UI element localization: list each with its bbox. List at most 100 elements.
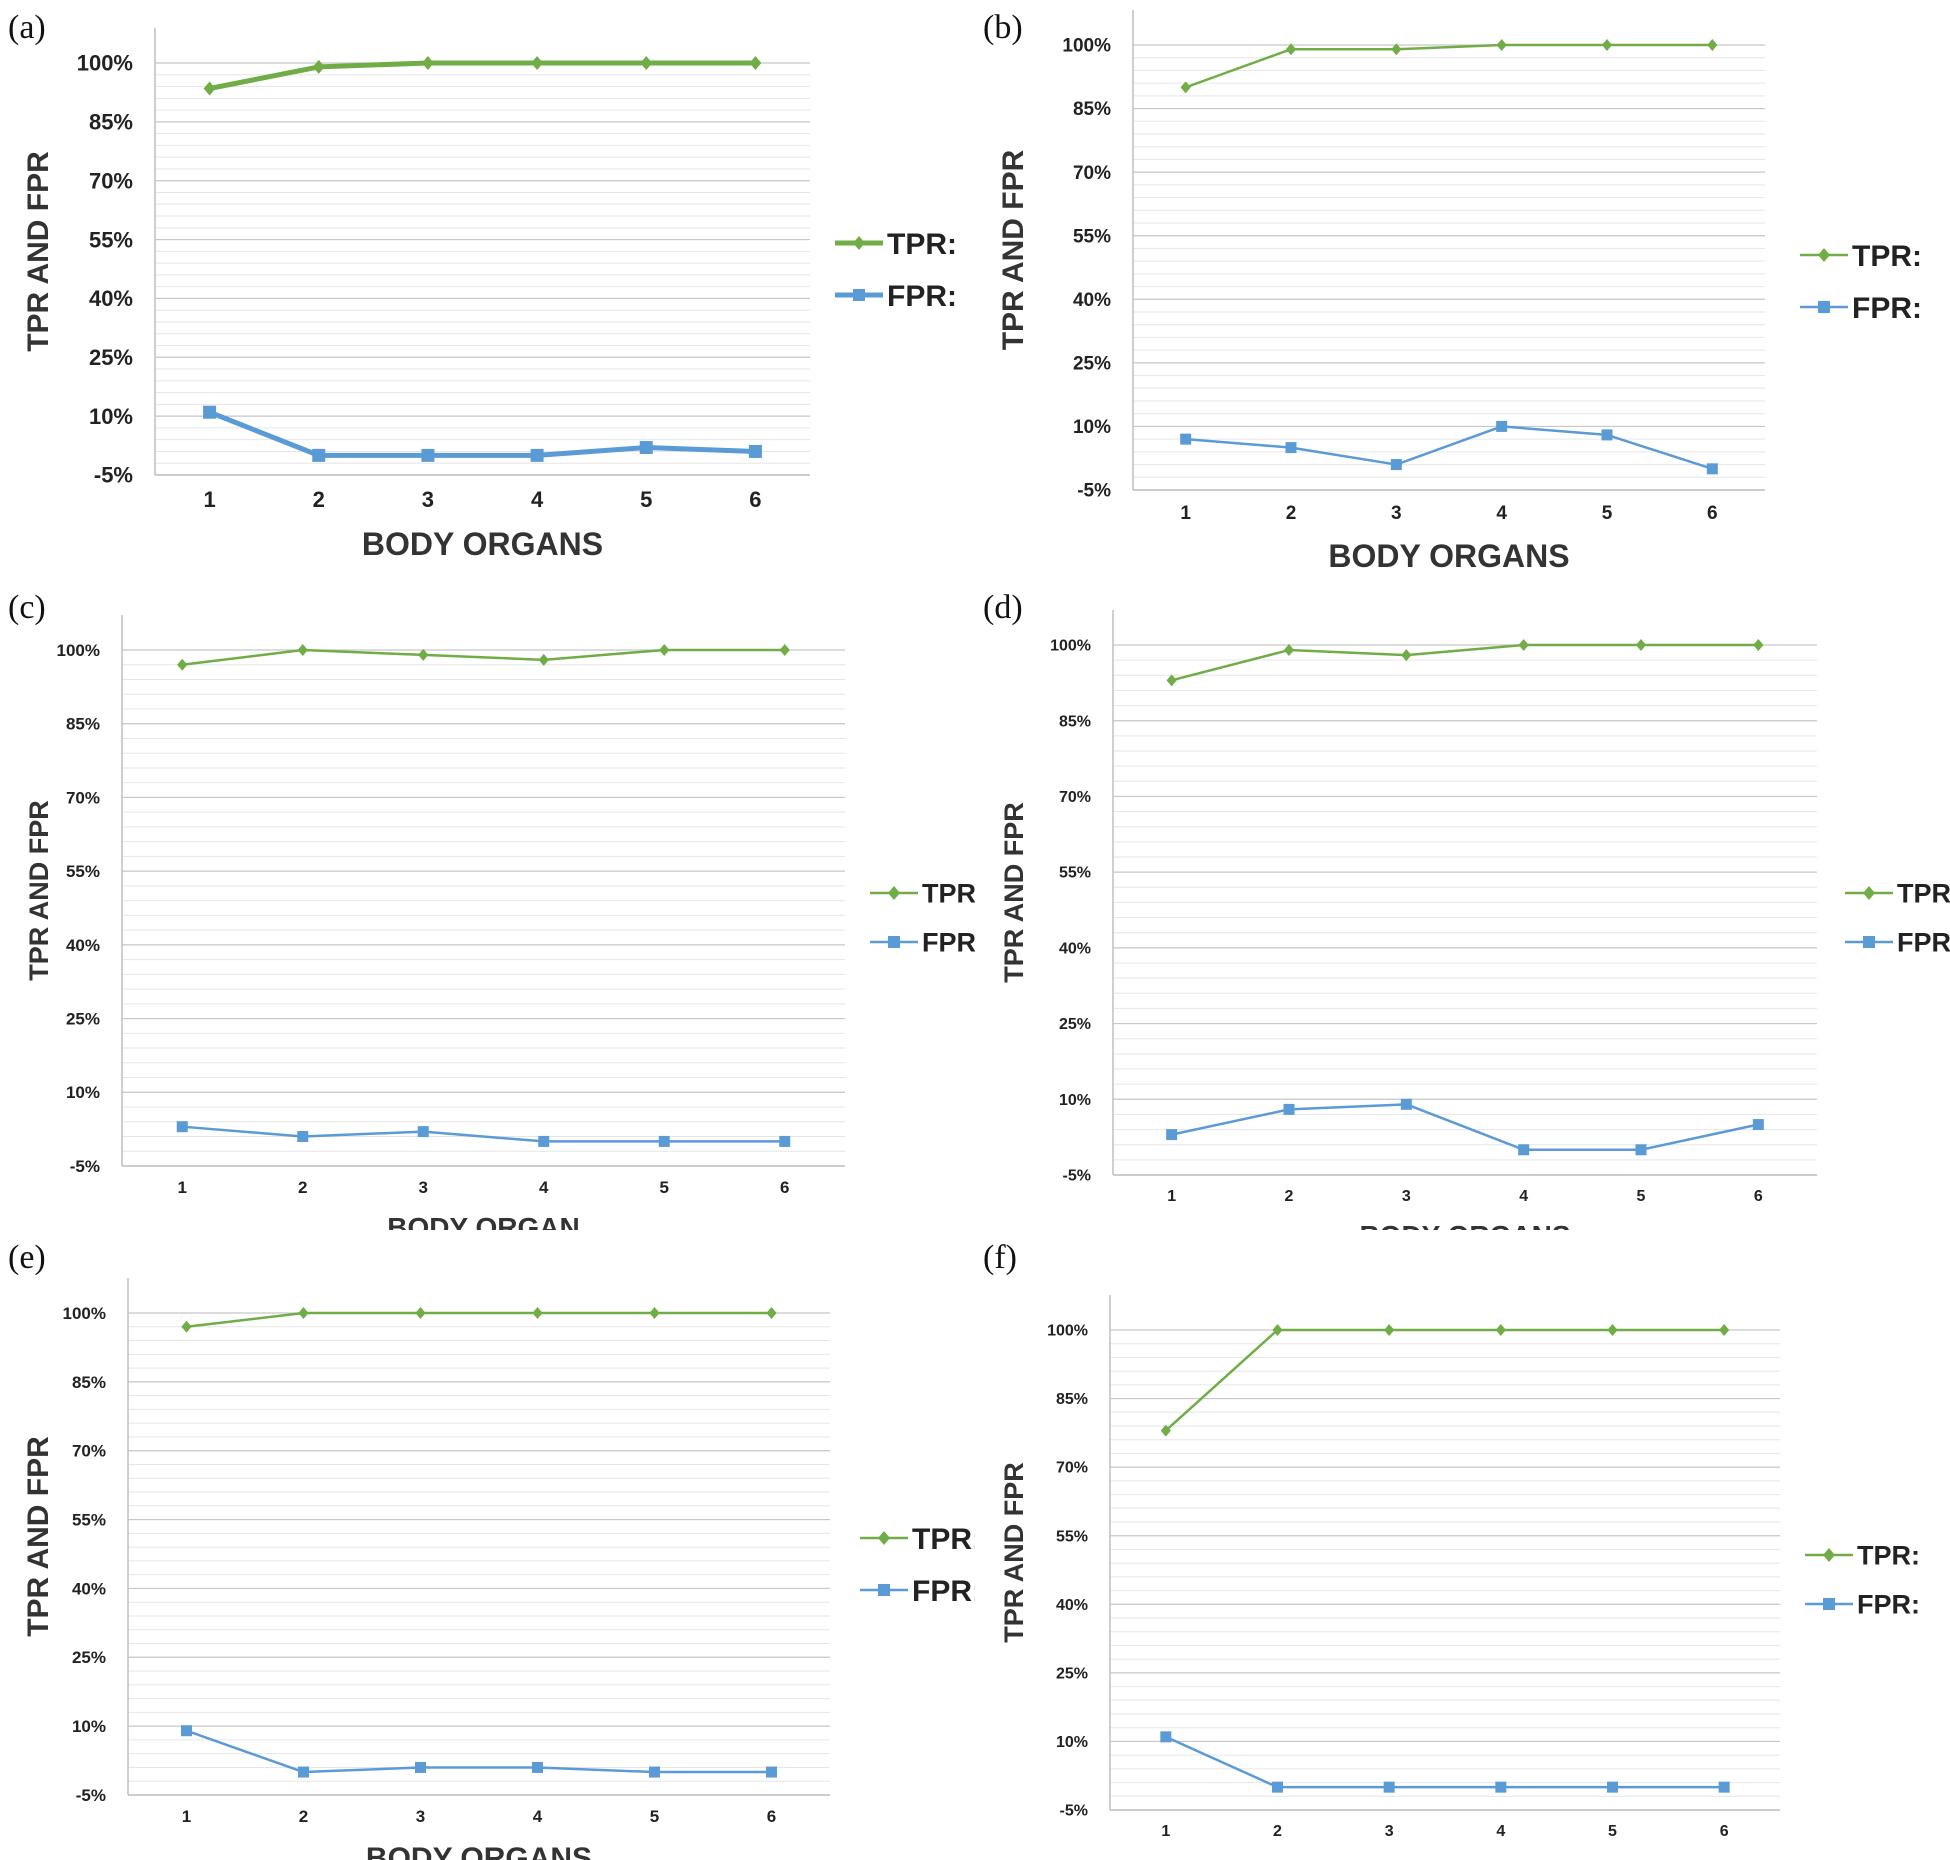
tpr-point [1384, 1324, 1395, 1336]
y-tick-label: 70% [1056, 1460, 1088, 1477]
tpr-point [177, 658, 188, 671]
chart-panel: (a) 100% 85% 70% 55% 40% 25% 10% -5% 1 2 3 4 5 6 BODY O… [0, 0, 975, 580]
fpr-point [639, 441, 653, 455]
x-tick-label: 2 [1273, 1823, 1282, 1840]
y-tick-label: 55% [1059, 865, 1091, 882]
chart-panel: (c) 100% 85% 70% 55% 40% 25% 10% -5% 1 2 3 4 5 6 BODY O… [0, 580, 975, 1230]
y-tick-label: 55% [72, 1511, 106, 1530]
y-tick-label: 100% [1062, 36, 1111, 57]
y-axis-title: TPR AND FPR [997, 149, 1030, 350]
tpr-point [1753, 639, 1764, 651]
y-tick-label: 10% [1056, 1734, 1088, 1751]
fpr-point [181, 1725, 192, 1737]
tpr-point [312, 59, 325, 74]
x-tick-label: 4 [533, 1807, 543, 1826]
fpr-point [530, 448, 544, 462]
fpr-point [658, 1135, 670, 1147]
legend-label: FPR: [922, 928, 975, 958]
x-tick-label: 2 [313, 487, 325, 512]
fpr-point [1383, 1781, 1395, 1793]
chart-svg: (e) 100% 85% 70% 55% 40% 25% 10% -5% 1 2 3 4 5 6 BODY O… [8, 1239, 975, 1860]
legend-label: TPR: [922, 879, 975, 909]
x-tick-label: 4 [1496, 503, 1507, 524]
x-tick-label: 5 [650, 1807, 659, 1826]
y-tick-label: 100% [1050, 638, 1091, 655]
y-tick-label: -5% [94, 463, 133, 488]
fpr-point [1518, 1144, 1530, 1156]
x-tick-label: 2 [1285, 1188, 1294, 1205]
y-tick-label: 70% [72, 1442, 106, 1461]
x-tick-label: 4 [531, 487, 544, 512]
y-tick-label: 40% [72, 1579, 106, 1598]
chart-panel: (d) 100% 85% 70% 55% 40% 25% 10% -5% 1 2 3 4 5 6 BODY O… [975, 580, 1950, 1230]
y-tick-label: 10% [89, 404, 133, 429]
y-tick-label: 70% [89, 168, 133, 193]
y-tick-label: -5% [70, 1157, 100, 1176]
fpr-point [779, 1135, 791, 1147]
fpr-point [766, 1766, 777, 1778]
x-tick-label: 6 [749, 487, 761, 512]
tpr-point [659, 644, 670, 656]
series-line [1171, 643, 1759, 682]
x-tick-label: 3 [422, 487, 434, 512]
fpr-point [1272, 1781, 1283, 1793]
tpr-point [640, 56, 653, 70]
fpr-point [417, 1126, 429, 1138]
tpr-point [779, 644, 790, 656]
y-tick-label: 10% [1073, 417, 1111, 438]
x-tick-label: 5 [660, 1178, 669, 1197]
fpr-point [176, 1121, 188, 1133]
fpr-point [1496, 420, 1508, 432]
y-axis-title: TPR AND FPR [999, 1462, 1029, 1643]
tpr-point [1518, 639, 1529, 651]
x-axis-title: BODY ORGAN [1349, 1855, 1541, 1860]
y-tick-label: 55% [1073, 226, 1111, 247]
y-tick-label: 85% [72, 1373, 106, 1392]
y-tick-label: 10% [66, 1083, 100, 1102]
x-tick-label: 5 [1637, 1188, 1646, 1205]
x-tick-label: 5 [640, 487, 652, 512]
fpr-point [203, 405, 217, 419]
legend-label: TPR: [1852, 240, 1922, 273]
series-line [1171, 1103, 1759, 1152]
fpr-point [421, 448, 435, 462]
series-line [1185, 43, 1713, 89]
x-tick-label: 6 [780, 1178, 789, 1197]
legend-marker [878, 1531, 890, 1545]
fpr-point [1160, 1731, 1172, 1743]
fpr-point [1706, 463, 1718, 475]
panel-label: (c) [8, 589, 46, 626]
tpr-point [1495, 1324, 1506, 1336]
y-tick-label: 25% [1073, 354, 1111, 375]
y-tick-label: 55% [1056, 1528, 1088, 1545]
y-tick-label: 25% [66, 1010, 100, 1029]
legend-marker [1818, 248, 1830, 262]
x-tick-label: 2 [1286, 503, 1297, 524]
x-tick-label: 1 [1167, 1188, 1176, 1205]
legend-marker [1823, 1548, 1835, 1562]
fpr-point [748, 444, 762, 458]
y-tick-label: 85% [1059, 713, 1091, 730]
y-tick-label: 85% [89, 110, 133, 135]
y-axis-title: TPR AND FPR [22, 151, 55, 352]
y-tick-label: -5% [76, 1786, 106, 1805]
y-tick-label: 85% [1073, 99, 1111, 120]
series-line [186, 1729, 772, 1774]
panel-label: (b) [983, 9, 1023, 46]
tpr-point [1283, 644, 1295, 657]
tpr-point [415, 1307, 426, 1319]
y-tick-label: 100% [57, 641, 100, 660]
x-tick-label: 3 [1391, 503, 1402, 524]
y-tick-label: 40% [1056, 1597, 1088, 1614]
tpr-point [532, 1307, 543, 1319]
fpr-point [1166, 1129, 1178, 1141]
tpr-point [1607, 1324, 1618, 1336]
legend-marker [888, 936, 900, 948]
legend-marker [853, 236, 865, 250]
x-axis-title: BODY ORGANS [1328, 538, 1569, 574]
x-tick-label: 6 [1707, 503, 1718, 524]
legend-marker [1863, 886, 1875, 900]
fpr-point [649, 1766, 660, 1778]
fpr-point [312, 448, 326, 462]
legend-marker [878, 1584, 890, 1596]
